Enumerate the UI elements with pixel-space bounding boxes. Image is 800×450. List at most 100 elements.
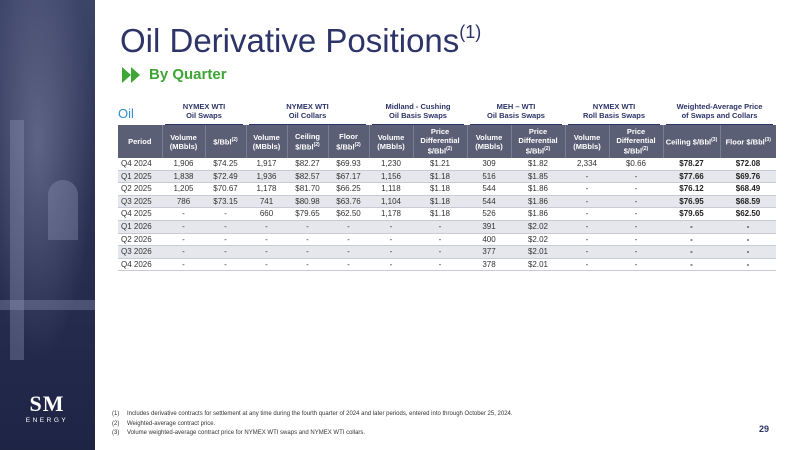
table-cell: 1,178 xyxy=(246,182,287,196)
derivatives-table: Period Volume (MBbls) $/Bbl(2) Volume (MBbl… xyxy=(118,125,776,272)
table-cell: $2.01 xyxy=(511,245,565,259)
table-cell: $78.27 xyxy=(663,158,720,171)
footnote-text: Volume weighted-average contract price f… xyxy=(127,430,366,436)
table-cell: 391 xyxy=(467,220,511,234)
column-header-label: Price Differential $/Bbl xyxy=(420,127,460,156)
column-header: Volume (MBbls) xyxy=(565,125,610,158)
table-cell: - xyxy=(663,233,720,247)
table-cell: 1,936 xyxy=(246,170,287,184)
sidebar-photo-panel: SM ENERGY xyxy=(0,0,95,450)
table-cell: $62.50 xyxy=(328,207,369,221)
table-row: Q1 2026- - - - - - -391 $2.02- - - - xyxy=(118,220,776,234)
group-header-line1: NYMEX WTI xyxy=(592,102,636,111)
table-cell: 1,230 xyxy=(369,158,413,171)
table-cell: 544 xyxy=(467,195,511,209)
column-header: Ceiling $/Bbl(2) xyxy=(287,125,329,158)
table-cell: - xyxy=(328,245,369,259)
table-cell: - xyxy=(609,195,663,209)
worker-photo xyxy=(0,0,95,360)
table-cell: 660 xyxy=(246,207,287,221)
group-header-line2: of Swaps and Collars xyxy=(681,111,758,120)
table-cell: - xyxy=(565,170,609,184)
table-cell: - xyxy=(246,233,287,247)
table-cell: - xyxy=(205,245,246,259)
period-cell: Q1 2026 xyxy=(118,220,162,234)
table-cell: - xyxy=(287,220,328,234)
table-cell: $1.82 xyxy=(511,158,565,171)
column-header-label: Price Differential $/Bbl xyxy=(616,127,656,156)
column-header-footnote: (3) xyxy=(711,137,718,144)
table-row: Q3 2026- - - - - - -377 $2.01- - - - xyxy=(118,245,776,259)
period-cell: Q3 2025 xyxy=(118,195,162,209)
table-cell: $63.76 xyxy=(328,195,369,209)
column-group-header: Weighted-Average Price of Swaps and Colla… xyxy=(666,102,773,125)
table-cell: 400 xyxy=(467,233,511,247)
column-header: Period xyxy=(118,125,163,158)
table-cell: $82.57 xyxy=(287,170,328,184)
table-cell: - xyxy=(162,220,205,234)
table-cell: - xyxy=(565,258,609,272)
table-cell: - xyxy=(609,233,663,247)
table-cell: $62.50 xyxy=(720,207,776,221)
table-row: Q3 2025 786 $73.15 741 $80.98 $63.76 1,104 $1.1… xyxy=(118,195,776,209)
table-cell: 1,205 xyxy=(162,182,205,196)
table-cell: - xyxy=(609,220,663,234)
table-cell: $73.15 xyxy=(205,195,246,209)
footnote-text: Weighted-average contract price. xyxy=(127,420,216,427)
page-title: Oil Derivative Positions(1) xyxy=(120,22,481,60)
column-group-headers: NYMEX WTI Oil Swaps NYMEX WTI Oil Collars Mi… xyxy=(118,102,776,125)
table-cell: - xyxy=(162,258,205,272)
page-number: 29 xyxy=(759,424,770,434)
group-header-line2: Oil Collars xyxy=(288,111,327,120)
table-cell: $80.98 xyxy=(287,195,328,209)
group-header-line2: Oil Basis Swaps xyxy=(389,111,447,120)
table-cell: $2.02 xyxy=(511,220,565,234)
logo-subtext: ENERGY xyxy=(25,417,69,424)
table-cell: $1.86 xyxy=(511,195,565,209)
table-cell: 544 xyxy=(467,182,511,196)
table-cell: $70.67 xyxy=(205,182,246,196)
table-cell: - xyxy=(609,207,663,221)
table-cell: - xyxy=(565,182,609,196)
table-cell: 786 xyxy=(162,195,205,209)
table-cell: $66.25 xyxy=(328,182,369,196)
column-header: Volume (MBbls) xyxy=(369,125,414,158)
table-cell: - xyxy=(246,245,287,259)
column-header: Ceiling $/Bbl(3) xyxy=(663,125,721,158)
section-subtitle: By Quarter xyxy=(122,66,227,83)
table-cell: $72.49 xyxy=(205,170,246,184)
table-cell: - xyxy=(663,258,720,272)
column-header: Volume (MBbls) xyxy=(162,125,206,158)
table-cell: $69.76 xyxy=(720,170,776,184)
table-cell: - xyxy=(369,233,413,247)
table-cell: 526 xyxy=(467,207,511,221)
table-cell: - xyxy=(609,182,663,196)
column-header-footnote: (3) xyxy=(764,137,771,144)
oil-section-label: Oil xyxy=(118,106,134,121)
column-header: Floor $/Bbl(2) xyxy=(328,125,370,158)
table-cell: - xyxy=(565,245,609,259)
column-header: Price Differential $/Bbl(2) xyxy=(609,125,664,158)
table-cell: $0.66 xyxy=(609,158,663,171)
table-cell: - xyxy=(413,258,467,272)
table-cell: - xyxy=(287,245,328,259)
table-cell: $1.18 xyxy=(413,170,467,184)
pipe-graphic xyxy=(0,300,95,310)
table-cell: 1,118 xyxy=(369,182,413,196)
table-cell: - xyxy=(205,220,246,234)
table-cell: - xyxy=(720,233,776,247)
column-header: Volume (MBbls) xyxy=(467,125,512,158)
footnotes: (1) Includes derivative contracts for set… xyxy=(112,410,513,439)
table-cell: - xyxy=(328,233,369,247)
group-header-line2: Oil Swaps xyxy=(186,111,222,120)
column-header-label: Volume (MBbls) xyxy=(475,132,503,151)
column-group-header: NYMEX WTI Oil Swaps xyxy=(165,102,243,125)
column-header-footnote: (2) xyxy=(313,141,320,148)
table-cell: 377 xyxy=(467,245,511,259)
table-cell: $82.27 xyxy=(287,158,328,171)
footnote-number: (1) xyxy=(112,411,120,417)
column-header-label: Period xyxy=(128,137,152,146)
column-header-footnote: (2) xyxy=(446,146,453,153)
table-row: Q4 2026- - - - - - -378 $2.01- - - - xyxy=(118,258,776,272)
column-header-footnote: (2) xyxy=(544,146,551,153)
